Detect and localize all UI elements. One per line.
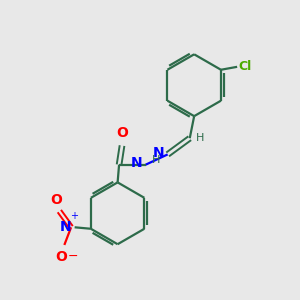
Text: H: H bbox=[152, 155, 160, 165]
Text: O: O bbox=[50, 193, 62, 207]
Text: H: H bbox=[196, 133, 205, 143]
Text: O: O bbox=[116, 126, 128, 140]
Text: N: N bbox=[59, 220, 71, 234]
Text: +: + bbox=[70, 212, 78, 221]
Text: −: − bbox=[68, 250, 78, 263]
Text: O: O bbox=[56, 250, 67, 264]
Text: N: N bbox=[131, 156, 142, 170]
Text: N: N bbox=[152, 146, 164, 160]
Text: Cl: Cl bbox=[238, 60, 252, 73]
